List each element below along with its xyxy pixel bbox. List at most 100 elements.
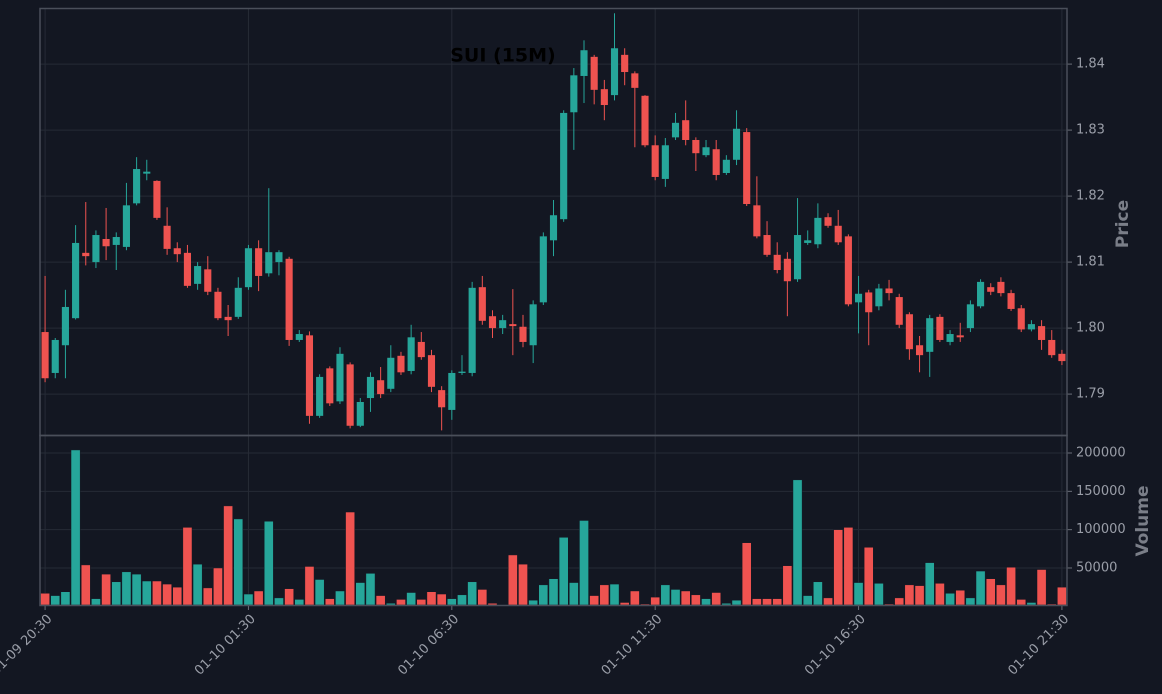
- candle-body: [92, 235, 100, 263]
- candle-body: [122, 205, 130, 247]
- volume-bar: [243, 593, 254, 606]
- volume-bar: [375, 595, 386, 606]
- candle-body: [529, 304, 537, 346]
- candle-body: [987, 287, 995, 292]
- volume-bar: [457, 594, 467, 606]
- volume-bar: [772, 598, 783, 606]
- volume-bar: [630, 590, 640, 606]
- volume-bar: [294, 599, 305, 606]
- candle-body: [163, 225, 171, 249]
- candle-body: [295, 334, 303, 340]
- candle-body: [875, 288, 883, 307]
- candle-body: [865, 292, 873, 313]
- candle-body: [844, 236, 852, 305]
- volume-bar: [894, 597, 905, 606]
- volume-bar: [955, 589, 966, 606]
- candle-body: [905, 314, 913, 350]
- candle-body: [966, 304, 974, 329]
- volume-bar: [253, 590, 264, 606]
- volume-bar: [609, 583, 620, 606]
- volume-bar: [1006, 566, 1016, 606]
- volume-bar: [416, 599, 427, 606]
- candle-body: [305, 335, 314, 416]
- volume-bar: [233, 518, 244, 606]
- volume-bar: [1036, 569, 1047, 606]
- volume-bar: [782, 565, 793, 606]
- candle-body: [265, 252, 273, 274]
- volume-bar: [731, 599, 742, 606]
- candle-body: [194, 266, 202, 284]
- candle-body: [580, 50, 588, 76]
- candle-body: [51, 339, 59, 373]
- volume-bar: [487, 602, 498, 606]
- candle-body: [763, 235, 771, 255]
- candle-body: [977, 281, 985, 307]
- volume-bar: [528, 599, 538, 606]
- candle-body: [753, 205, 761, 237]
- candle-body: [834, 225, 842, 243]
- candle-body: [692, 139, 700, 154]
- volume-bar: [985, 578, 996, 606]
- y-tick-label: 1.81: [1076, 255, 1105, 270]
- candle-body: [153, 180, 161, 218]
- volume-bar: [101, 573, 111, 606]
- volume-bar: [975, 570, 986, 606]
- candle-body: [336, 353, 344, 402]
- candle-body: [448, 372, 456, 410]
- volume-bar: [599, 584, 610, 606]
- y-tick-label: 1.84: [1076, 57, 1105, 72]
- candle-body: [824, 217, 832, 226]
- volume-bar: [345, 511, 355, 606]
- candle-body: [641, 95, 649, 146]
- candle-body: [621, 54, 629, 73]
- candle-body: [783, 258, 791, 282]
- volume-bar: [80, 564, 91, 606]
- volume-bar: [711, 592, 722, 606]
- volume-bar: [833, 529, 844, 606]
- volume-bar: [365, 573, 376, 606]
- candle-body: [316, 376, 324, 416]
- volume-bar: [314, 579, 325, 606]
- candle-body: [814, 217, 822, 245]
- volume-bar: [172, 586, 183, 606]
- candle-body: [82, 252, 90, 257]
- volume-bar: [904, 584, 915, 606]
- volume-bar: [111, 581, 122, 606]
- candle-body: [682, 120, 690, 140]
- volume-bar: [721, 602, 732, 606]
- volume-bar: [396, 599, 406, 606]
- volume-bar: [335, 590, 345, 606]
- volume-bar: [467, 581, 477, 606]
- volume-bar: [91, 598, 101, 606]
- volume-bar: [1026, 602, 1037, 606]
- candle-body: [946, 334, 954, 342]
- volume-bar: [853, 582, 864, 606]
- volume-bar: [477, 589, 488, 606]
- volume-bar: [741, 542, 752, 606]
- volume-bar: [1057, 586, 1067, 606]
- volume-bar: [518, 563, 528, 606]
- volume-axis-label: Volume: [1133, 485, 1153, 556]
- candle-body: [1038, 326, 1046, 340]
- candle-body: [773, 254, 781, 271]
- volume-bar: [569, 582, 579, 606]
- volume-bar: [863, 547, 874, 606]
- y-tick-label: 1.80: [1076, 321, 1105, 336]
- volume-bar: [40, 593, 50, 606]
- candle-body: [539, 236, 547, 303]
- volume-bar: [843, 527, 854, 606]
- candle-body: [468, 287, 476, 373]
- candle-body: [478, 287, 486, 321]
- candle-body: [438, 390, 446, 408]
- candle-body: [61, 306, 69, 346]
- candle-body: [854, 293, 863, 303]
- volume-bar: [752, 598, 762, 606]
- candle-body: [885, 288, 893, 294]
- candle-body: [702, 147, 710, 156]
- volume-bar: [589, 595, 599, 606]
- candle-body: [417, 341, 425, 358]
- volume-bar: [792, 479, 803, 606]
- candle-body: [407, 337, 415, 371]
- candle-body: [549, 215, 558, 241]
